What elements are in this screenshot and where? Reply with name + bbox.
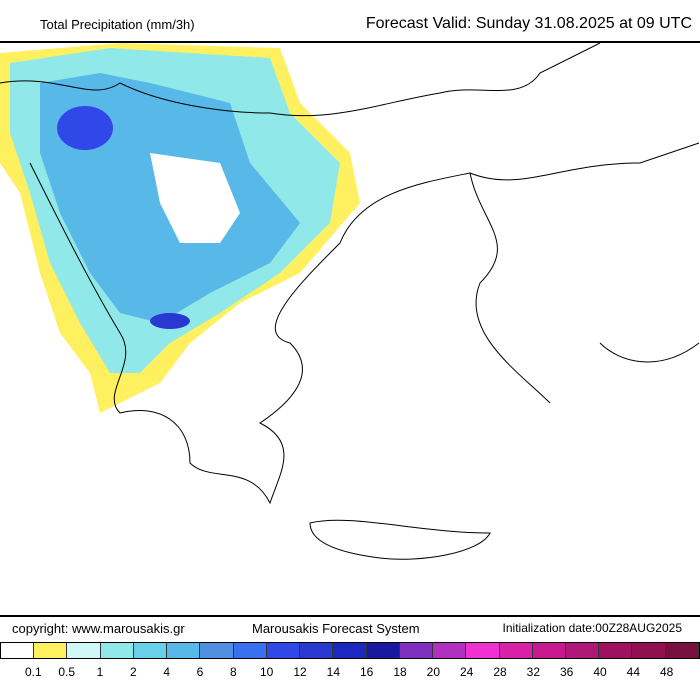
legend-swatch (466, 643, 500, 658)
legend-label: 4 (163, 665, 170, 679)
legend-label: 18 (393, 665, 407, 679)
legend-swatch (266, 643, 301, 658)
legend-label: 24 (459, 665, 474, 679)
legend-label: 12 (293, 665, 307, 679)
legend-swatch (399, 643, 434, 658)
legend-swatch (433, 643, 467, 658)
copyright: copyright: www.marousakis.gr (12, 621, 185, 636)
legend-swatch (499, 643, 533, 658)
precip-max (150, 313, 190, 329)
system-name: Marousakis Forecast System (252, 621, 420, 636)
map-canvas (0, 43, 700, 560)
legend-label: 28 (493, 665, 507, 679)
legend-label: 40 (593, 665, 607, 679)
legend-swatch (599, 643, 633, 658)
coastlines (0, 43, 700, 560)
legend-label: 0.1 (24, 665, 42, 679)
forecast-valid: Forecast Valid: Sunday 31.08.2025 at 09 … (365, 15, 692, 32)
legend-label: 44 (626, 665, 641, 679)
dry-area (150, 153, 240, 243)
map-title: Total Precipitation (mm/3h) (40, 17, 195, 32)
legend-swatch (333, 643, 367, 658)
legend-swatch (233, 643, 267, 658)
precip-max (57, 106, 113, 150)
legend-label: 16 (359, 665, 374, 679)
legend-label: 6 (196, 665, 204, 679)
legend-swatch (67, 643, 101, 658)
legend-label: 14 (326, 665, 341, 679)
legend-swatch (1, 643, 35, 658)
legend-swatch (300, 643, 334, 658)
legend-label: 36 (559, 665, 574, 679)
legend-label: 10 (259, 665, 274, 679)
legend-swatch (167, 643, 201, 658)
precipitation-field (0, 43, 360, 413)
legend-swatch (200, 643, 234, 658)
legend-swatch (34, 643, 68, 658)
legend-swatch (565, 643, 600, 658)
legend-label: 2 (129, 665, 137, 679)
legend-swatch (133, 643, 168, 658)
init-date: Initialization date:00Z28AUG2025 (502, 621, 682, 635)
legend-swatch (366, 643, 400, 658)
legend-swatch (632, 643, 666, 658)
legend-label: 0.5 (58, 665, 75, 679)
legend-swatch (532, 643, 566, 658)
legend-label: 48 (659, 665, 674, 679)
legend-swatch (665, 643, 699, 658)
color-legend (0, 642, 700, 659)
legend-swatch (100, 643, 134, 658)
legend-label: 1 (96, 665, 104, 679)
legend-label: 8 (229, 665, 237, 679)
legend-label: 20 (426, 665, 441, 679)
precipitation-map (0, 41, 700, 617)
legend-label: 32 (526, 665, 541, 679)
